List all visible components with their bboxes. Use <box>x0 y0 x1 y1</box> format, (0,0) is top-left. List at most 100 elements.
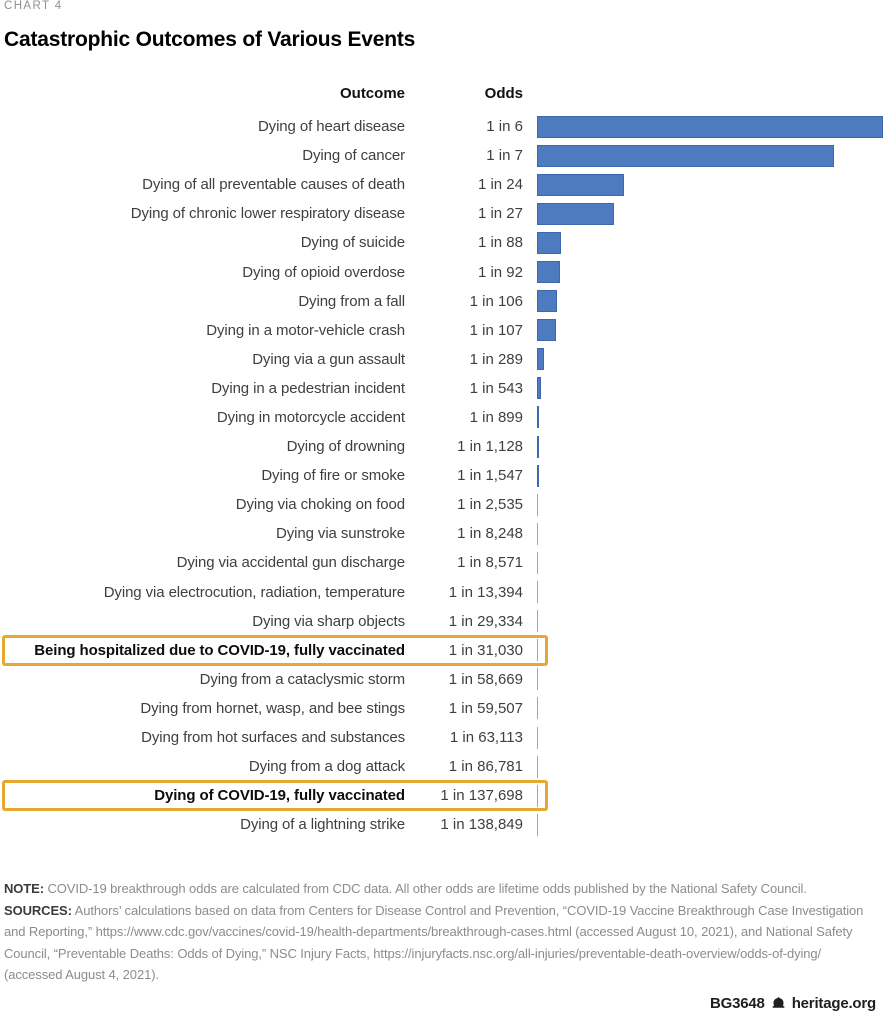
outcome-label: Dying of drowning <box>286 438 405 456</box>
odds-value: 1 in 92 <box>477 263 523 281</box>
bar-cell <box>537 665 884 694</box>
odds-value: 1 in 13,394 <box>448 583 523 601</box>
outcome-label: Dying of a lightning strike <box>240 816 405 834</box>
odds-bar <box>537 348 545 371</box>
chart-row: Being hospitalized due to COVID-19, full… <box>0 634 884 666</box>
odds-bar <box>537 435 539 458</box>
outcome-label: Dying via sharp objects <box>252 612 405 630</box>
odds-bar <box>537 784 539 807</box>
odds-bar <box>537 581 539 604</box>
odds-value: 1 in 106 <box>469 292 523 310</box>
odds-bar <box>537 115 883 138</box>
chart-row: Dying via electrocution, radiation, temp… <box>0 578 884 607</box>
outcome-label: Dying in a pedestrian incident <box>211 379 405 397</box>
bar-cell <box>537 112 884 141</box>
outcome-label: Dying in motorcycle accident <box>216 408 405 426</box>
outcome-label: Dying of COVID-19, fully vaccinated <box>154 787 405 805</box>
chart-row: Dying from a dog attack 1 in 86,781 <box>0 752 884 781</box>
outcome-label: Dying from a dog attack <box>248 758 405 776</box>
odds-value: 1 in 2,535 <box>457 496 523 514</box>
outcome-label: Dying from a fall <box>298 292 405 310</box>
chart-row: Dying via sunstroke 1 in 8,248 <box>0 519 884 548</box>
bar-cell <box>537 490 884 519</box>
odds-bar <box>537 551 539 574</box>
odds-value: 1 in 8,571 <box>457 554 523 572</box>
bar-cell <box>537 781 884 810</box>
odds-value: 1 in 137,698 <box>440 787 523 805</box>
outcome-column-header: Outcome <box>339 84 405 102</box>
outcome-label: Dying of all preventable causes of death <box>142 176 405 194</box>
chart-row: Dying via sharp objects 1 in 29,334 <box>0 607 884 636</box>
bar-cell <box>537 141 884 170</box>
chart-row: Dying of drowning 1 in 1,128 <box>0 432 884 461</box>
odds-bar <box>537 668 539 691</box>
chart-row: Dying from hot surfaces and substances 1… <box>0 723 884 752</box>
odds-value: 1 in 138,849 <box>440 816 523 834</box>
odds-bar <box>537 290 557 313</box>
odds-bar-chart: Outcome Odds Dying of heart disease 1 in… <box>0 84 884 839</box>
odds-value: 1 in 289 <box>469 350 523 368</box>
chart-row: Dying in motorcycle accident 1 in 899 <box>0 403 884 432</box>
odds-bar <box>537 493 539 516</box>
outcome-label: Dying via choking on food <box>235 496 405 514</box>
bar-cell <box>537 316 884 345</box>
odds-bar <box>537 522 539 545</box>
odds-column-header: Odds <box>484 84 523 102</box>
bar-cell <box>537 403 884 432</box>
bar-cell <box>537 752 884 781</box>
odds-value: 1 in 24 <box>477 176 523 194</box>
bar-cell <box>537 519 884 548</box>
outcome-label: Dying from a cataclysmic storm <box>199 670 405 688</box>
chart-row: Dying of all preventable causes of death… <box>0 170 884 199</box>
chart-rows: Dying of heart disease 1 in 6 Dying of c… <box>0 112 884 839</box>
outcome-label: Being hospitalized due to COVID-19, full… <box>34 641 405 659</box>
odds-value: 1 in 59,507 <box>448 699 523 717</box>
column-headers: Outcome Odds <box>0 84 884 102</box>
bar-cell <box>537 287 884 316</box>
odds-value: 1 in 63,113 <box>449 729 523 747</box>
site-link[interactable]: heritage.org <box>791 995 876 1012</box>
bar-cell <box>537 345 884 374</box>
odds-bar <box>537 377 541 400</box>
outcome-label: Dying via a gun assault <box>252 350 405 368</box>
bar-cell <box>537 374 884 403</box>
chart-row: Dying from hornet, wasp, and bee stings … <box>0 694 884 723</box>
chart-row: Dying via choking on food 1 in 2,535 <box>0 490 884 519</box>
chart-row: Dying of opioid overdose 1 in 92 <box>0 257 884 286</box>
footer: BG3648 heritage.org <box>710 995 876 1012</box>
bar-cell <box>537 199 884 228</box>
outcome-label: Dying from hornet, wasp, and bee stings <box>140 699 405 717</box>
odds-bar <box>537 726 539 749</box>
chart-row: Dying via a gun assault 1 in 289 <box>0 345 884 374</box>
odds-bar <box>537 755 539 778</box>
notes-block: NOTE: COVID-19 breakthrough odds are cal… <box>4 878 880 986</box>
bar-cell <box>537 578 884 607</box>
odds-value: 1 in 6 <box>486 118 523 136</box>
outcome-label: Dying of opioid overdose <box>242 263 405 281</box>
chart-row: Dying of chronic lower respiratory disea… <box>0 199 884 228</box>
odds-bar <box>537 144 834 167</box>
chart-row: Dying of heart disease 1 in 6 <box>0 112 884 141</box>
chart-row: Dying of suicide 1 in 88 <box>0 228 884 257</box>
outcome-label: Dying via sunstroke <box>276 525 405 543</box>
bar-cell <box>537 432 884 461</box>
outcome-label: Dying of suicide <box>300 234 405 252</box>
bar-cell <box>537 810 884 839</box>
bar-cell <box>537 694 884 723</box>
outcome-label: Dying of cancer <box>302 147 405 165</box>
odds-bar <box>537 639 539 662</box>
bar-cell <box>537 636 884 665</box>
odds-value: 1 in 107 <box>469 321 523 339</box>
odds-value: 1 in 543 <box>469 379 523 397</box>
odds-value: 1 in 86,781 <box>448 758 523 776</box>
chart-row: Dying of cancer 1 in 7 <box>0 141 884 170</box>
bar-cell <box>537 228 884 257</box>
outcome-label: Dying from hot surfaces and substances <box>141 729 405 747</box>
odds-bar <box>537 173 624 196</box>
note-label: NOTE: <box>4 881 44 896</box>
odds-bar <box>537 464 539 487</box>
chart-number-label: CHART 4 <box>4 0 63 12</box>
odds-bar <box>537 261 560 284</box>
outcome-label: Dying of fire or smoke <box>261 467 405 485</box>
